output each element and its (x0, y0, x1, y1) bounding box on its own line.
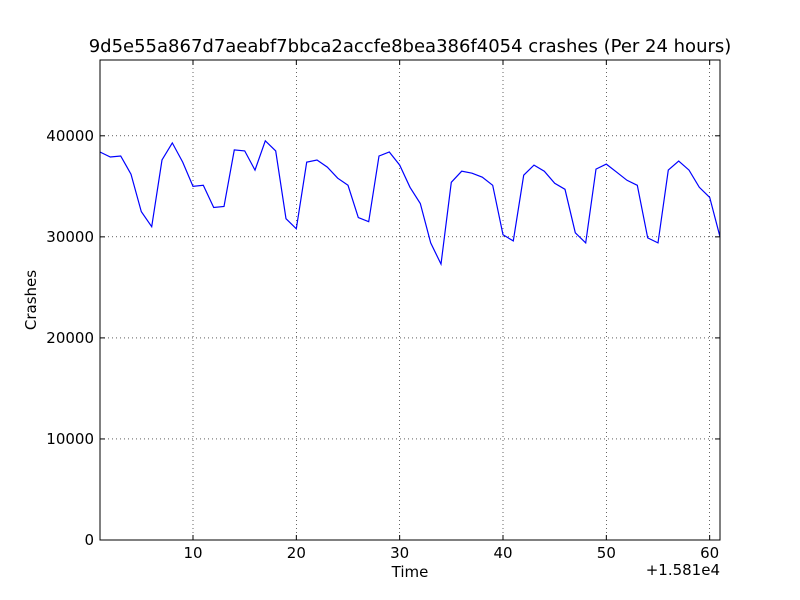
x-tick-label: 10 (183, 544, 202, 562)
y-tick-label: 10000 (46, 430, 94, 448)
y-tick-label: 0 (84, 531, 94, 549)
x-tick-label: 20 (287, 544, 306, 562)
x-tick-label: 40 (493, 544, 512, 562)
plot-frame (99, 59, 721, 541)
x-tick-label: 30 (390, 544, 409, 562)
y-tick-label: 40000 (46, 127, 94, 145)
x-tick-label: 60 (700, 544, 719, 562)
series-line (99, 139, 721, 267)
y-axis-label: Crashes (22, 270, 40, 330)
x-offset-label: +1.581e4 (646, 561, 720, 579)
plot-background (100, 60, 720, 540)
y-tick-label: 30000 (46, 228, 94, 246)
y-tick-label: 20000 (46, 329, 94, 347)
x-tick-label: 50 (597, 544, 616, 562)
ticks: 10 20 30 40 50 60 0 10000 20000 30000 40000 (46, 60, 720, 562)
x-axis-label: Time (391, 563, 429, 581)
chart-title: 9d5e55a867d7aeabf7bbca2accfe8bea386f4054… (89, 36, 732, 57)
